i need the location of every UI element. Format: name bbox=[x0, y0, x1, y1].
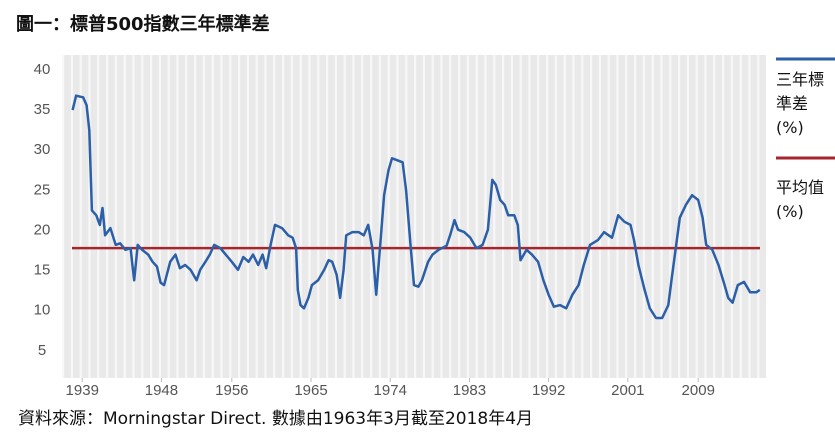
data-line bbox=[71, 94, 761, 320]
legend-label: 三年標準差(%) bbox=[776, 70, 825, 137]
legend-label: 平均值(%) bbox=[776, 178, 825, 221]
y-tick-label: 35 bbox=[34, 101, 51, 118]
y-tick-label: 40 bbox=[34, 61, 51, 78]
y-tick-label: 25 bbox=[34, 181, 51, 198]
x-tick-label: 1983 bbox=[453, 382, 486, 399]
x-tick-label: 1939 bbox=[66, 382, 99, 399]
y-tick-label: 20 bbox=[34, 221, 51, 238]
x-tick-label: 1956 bbox=[215, 382, 248, 399]
x-tick-label: 2009 bbox=[682, 382, 715, 399]
y-tick-label: 15 bbox=[34, 262, 51, 279]
chart-title: 圖一：標普500指數三年標準差 bbox=[16, 14, 270, 35]
y-tick-label: 5 bbox=[38, 342, 46, 359]
x-tick-label: 1965 bbox=[294, 382, 327, 399]
x-tick-label: 1974 bbox=[374, 382, 407, 399]
y-tick-label: 10 bbox=[34, 302, 51, 319]
x-tick-label: 1992 bbox=[532, 382, 565, 399]
plot-area bbox=[62, 55, 766, 378]
y-tick-label: 30 bbox=[34, 141, 51, 158]
x-tick-label: 1948 bbox=[145, 382, 178, 399]
x-tick-label: 2001 bbox=[611, 382, 644, 399]
source-note: 資料來源：Morningstar Direct. 數據由1963年3月截至201… bbox=[18, 409, 534, 429]
